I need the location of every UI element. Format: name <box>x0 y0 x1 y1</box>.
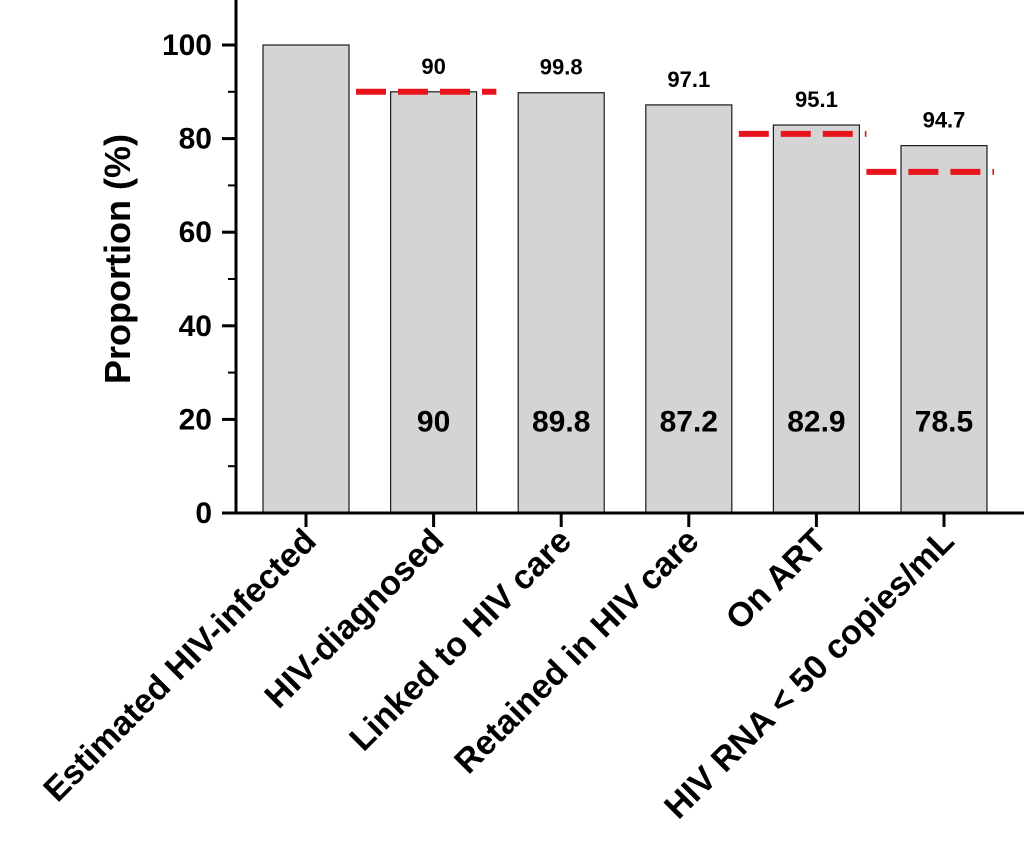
bar-value-label-4: 82.9 <box>787 405 845 438</box>
y-tick-label-100: 100 <box>162 29 212 62</box>
step-label-4: 95.1 <box>795 87 838 112</box>
bar-0 <box>262 44 350 514</box>
y-axis-title: Proportion (%) <box>97 134 138 384</box>
y-tick-label-80: 80 <box>179 123 212 156</box>
step-label-5: 94.7 <box>923 108 966 133</box>
bars-group <box>262 44 988 514</box>
bar-4 <box>772 124 861 514</box>
bar-1 <box>390 91 478 514</box>
bar-value-label-3: 87.2 <box>660 405 718 438</box>
x-tick-label-2: Linked to HIV care <box>342 522 579 759</box>
step-label-2: 99.8 <box>540 55 583 80</box>
step-label-1: 90 <box>421 54 445 79</box>
axes-group <box>222 0 1024 527</box>
target-lines-group <box>356 88 994 175</box>
y-tick-label-40: 40 <box>179 310 212 343</box>
y-tick-label-20: 20 <box>179 403 212 436</box>
y-tick-label-60: 60 <box>179 216 212 249</box>
x-tick-label-4: On ART <box>719 522 835 638</box>
step-label-3: 97.1 <box>667 67 710 92</box>
bar-2 <box>517 92 605 514</box>
bar-5 <box>900 145 988 514</box>
bar-3 <box>645 104 733 514</box>
x-tick-label-3: Retained in HIV care <box>447 522 706 781</box>
bar-value-label-2: 89.8 <box>532 405 590 438</box>
bar-value-label-5: 78.5 <box>915 405 973 438</box>
y-tick-label-0: 0 <box>195 497 212 530</box>
bar-value-label-1: 90 <box>417 405 450 438</box>
